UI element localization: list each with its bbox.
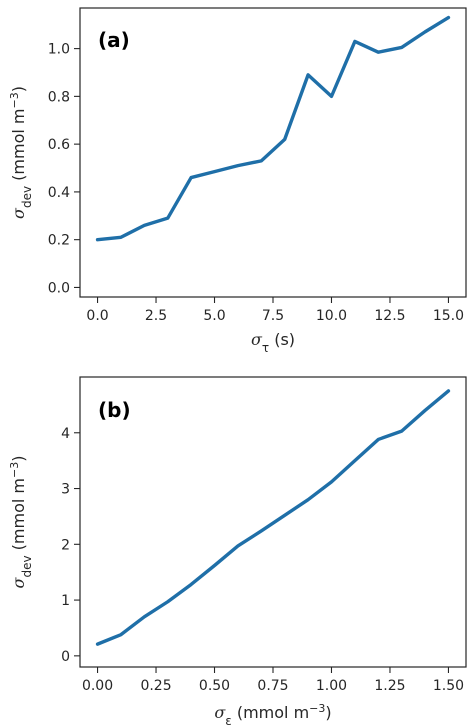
axis-unit: (mmol m [232, 703, 309, 722]
axis-subscript: ε [225, 714, 232, 726]
x-tick-label: 10.0 [316, 308, 347, 324]
y-tick-label: 1.0 [48, 42, 70, 58]
axis-symbol: σ [214, 703, 226, 722]
y-tick-label: 2 [61, 537, 70, 553]
axis-unit: (mmol m [9, 478, 28, 555]
panel-a-frame [79, 7, 467, 298]
x-tick-label: 12.5 [374, 308, 405, 324]
x-tick-label: 15.0 [433, 308, 464, 324]
panel-a-x-axis-label: στ (s) [251, 330, 295, 355]
axis-symbol: σ [251, 330, 263, 349]
panel-b-x-axis-label: σε (mmol m−3) [214, 702, 331, 726]
axis-superscript: −3 [8, 462, 21, 478]
panel-b-x-axis: 0.00 0.25 0.50 0.75 1.00 1.25 1.50 [82, 667, 464, 694]
x-tick-label: 5.0 [203, 308, 225, 324]
y-tick-label: 0 [61, 649, 70, 665]
panel-a-plot [95, 15, 451, 242]
panel-b-y-axis-label: σdev (mmol m−3) [8, 456, 35, 589]
axis-superscript: −3 [8, 92, 21, 108]
x-tick-label: 0.75 [257, 678, 288, 694]
panel-a-label: (a) [98, 28, 130, 52]
axis-symbol: σ [9, 576, 28, 588]
series-line [95, 389, 451, 646]
panel-a-x-axis: 0.0 2.5 5.0 7.5 10.0 12.5 15.0 [86, 297, 464, 324]
axis-superscript: −3 [309, 702, 325, 715]
y-tick-label: 0.2 [48, 233, 70, 249]
panel-b-y-axis: 0 1 2 3 4 [61, 426, 80, 665]
y-tick-label: 0.6 [48, 137, 70, 153]
x-tick-label: 1.00 [316, 678, 347, 694]
y-tick-label: 3 [61, 482, 70, 498]
x-tick-label: 0.25 [140, 678, 171, 694]
series-line [95, 15, 451, 242]
x-tick-label: 2.5 [145, 308, 167, 324]
y-tick-label: 0.4 [48, 185, 70, 201]
axis-subscript: τ [262, 341, 269, 355]
x-tick-label: 0.50 [199, 678, 230, 694]
panel-b-label: (b) [98, 398, 131, 422]
y-tick-label: 0.0 [48, 280, 70, 296]
x-tick-label: 7.5 [262, 308, 284, 324]
axis-unit: (mmol m [9, 109, 28, 186]
axis-subscript: dev [20, 555, 34, 577]
x-tick-label: 0.0 [86, 308, 108, 324]
panel-a: 0.0 0.2 0.4 0.6 0.8 1.0 0.0 2.5 5.0 7.5 10.0 12.5 1… [8, 7, 467, 355]
axis-unit-close: ) [325, 703, 331, 722]
y-tick-label: 4 [61, 426, 70, 442]
axis-symbol: σ [9, 207, 28, 219]
panel-a-y-axis: 0.0 0.2 0.4 0.6 0.8 1.0 [48, 42, 80, 296]
panel-a-y-axis-label: σdev (mmol m−3) [8, 86, 35, 219]
axis-subscript: dev [20, 186, 34, 208]
axis-unit: (s) [269, 330, 295, 349]
panel-b-plot [95, 389, 451, 646]
x-tick-label: 1.50 [433, 678, 464, 694]
y-tick-label: 1 [61, 593, 70, 609]
y-tick-label: 0.8 [48, 89, 70, 105]
axis-unit-close: ) [9, 86, 28, 92]
x-tick-label: 0.00 [82, 678, 113, 694]
panel-b: 0 1 2 3 4 0.00 0.25 0.50 0.75 1.00 1.25 1.50 (b) σ… [8, 376, 467, 726]
x-tick-label: 1.25 [374, 678, 405, 694]
axis-unit-close: ) [9, 456, 28, 462]
